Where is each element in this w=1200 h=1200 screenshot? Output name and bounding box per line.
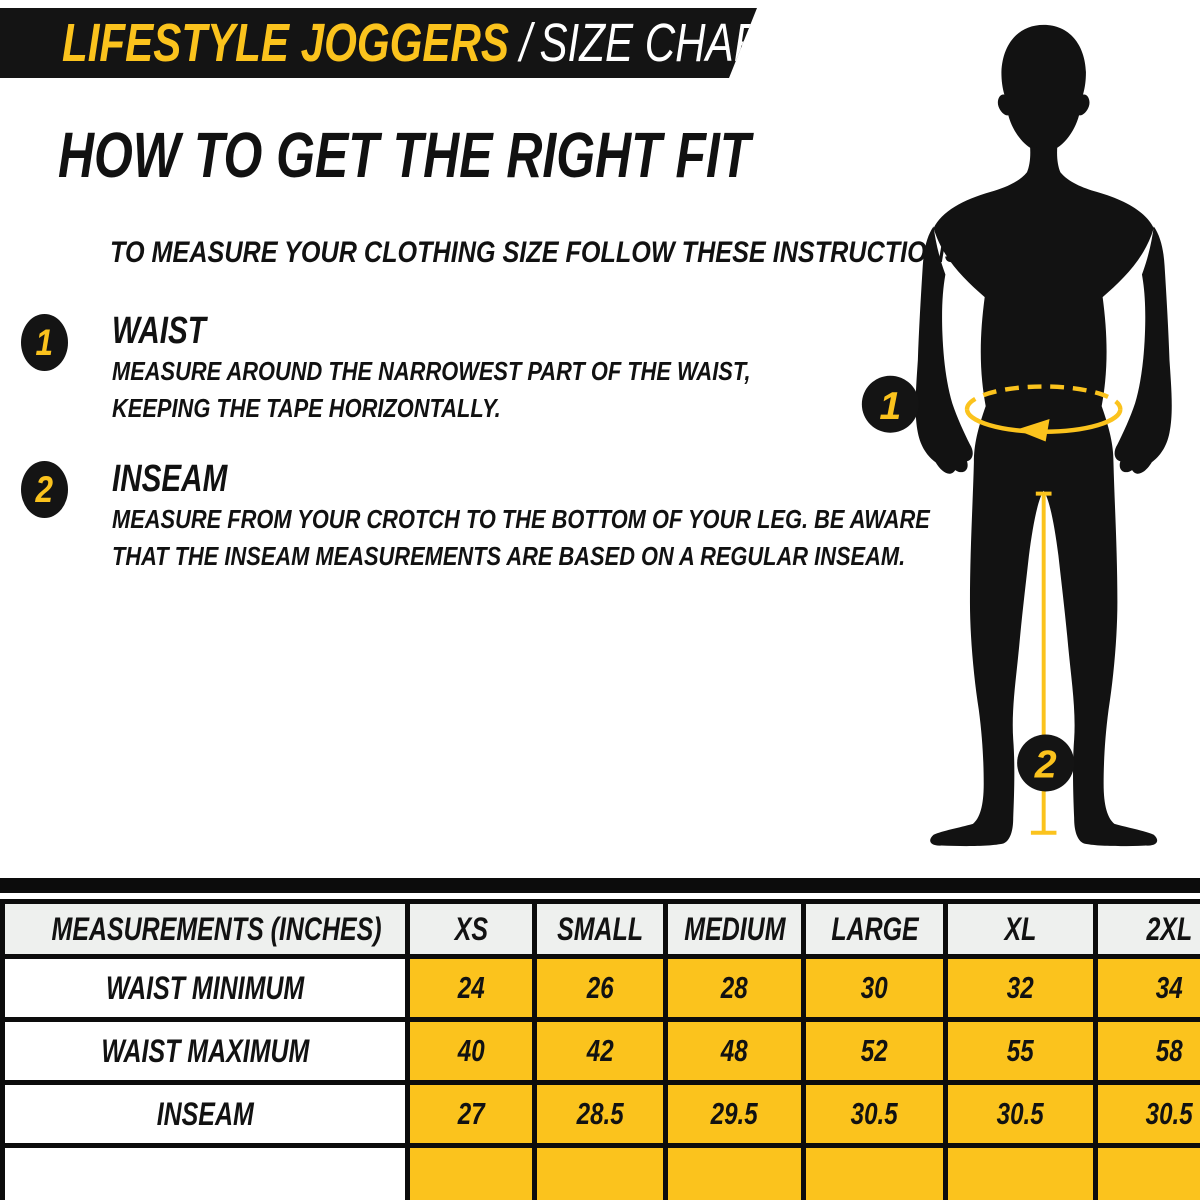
- figure-waist-badge-number: 1: [879, 384, 901, 428]
- header-medium: MEDIUM: [663, 899, 806, 959]
- banner-separator: /: [519, 13, 532, 73]
- value-cell: 28.5: [532, 1080, 668, 1148]
- waist-tape-dashed-arc: [964, 384, 1123, 410]
- value-cell: 55: [943, 1017, 1098, 1085]
- value-cell: 58: [1093, 1017, 1200, 1085]
- step-2-line-1: MEASURE FROM YOUR CROTCH TO THE BOTTOM O…: [112, 504, 930, 534]
- silhouette-head: [997, 24, 1090, 152]
- step-1-title: WAIST: [112, 310, 206, 352]
- size-table: MEASUREMENTS (INCHES) XS SMALL MEDIUM LA…: [0, 899, 1200, 1200]
- value-cell: 29.5: [663, 1080, 806, 1148]
- waist-tape-arrowhead-icon: [1016, 418, 1050, 442]
- value-cell: 30.5: [801, 1080, 948, 1148]
- row-label: INSEAM: [0, 1080, 410, 1148]
- figure-waist-badge: 1: [861, 375, 919, 433]
- section-heading: HOW TO GET THE RIGHT FIT: [58, 119, 751, 191]
- step-2-number: 2: [35, 468, 54, 510]
- size-table-wrapper: MEASUREMENTS (INCHES) XS SMALL MEDIUM LA…: [0, 899, 1200, 1200]
- row-label: [0, 1143, 410, 1200]
- table-row-waist-maximum: WAIST MAXIMUM 40 42 48 52 55 58: [0, 1017, 1200, 1085]
- page-title: SIZE CHART: [539, 13, 790, 73]
- title-banner: LIFESTYLE JOGGERS / SIZE CHART: [0, 8, 757, 78]
- value-cell: [532, 1143, 668, 1200]
- value-cell: 27: [405, 1080, 537, 1148]
- table-row-inseam: INSEAM 27 28.5 29.5 30.5 30.5 30.5: [0, 1080, 1200, 1148]
- figure-inseam-badge: 2: [1017, 734, 1075, 792]
- value-cell: 30.5: [943, 1080, 1098, 1148]
- row-label: WAIST MAXIMUM: [0, 1017, 410, 1085]
- value-cell: 32: [943, 954, 1098, 1022]
- product-name: LIFESTYLE JOGGERS: [62, 13, 510, 73]
- section-subheading: TO MEASURE YOUR CLOTHING SIZE FOLLOW THE…: [110, 236, 971, 269]
- table-top-band: [0, 878, 1200, 893]
- value-cell: [1093, 1143, 1200, 1200]
- value-cell: 26: [532, 954, 668, 1022]
- value-cell: 30: [801, 954, 948, 1022]
- value-cell: 40: [405, 1017, 537, 1085]
- banner-text: LIFESTYLE JOGGERS / SIZE CHART: [62, 12, 790, 74]
- header-large: LARGE: [801, 899, 948, 959]
- value-cell: [663, 1143, 806, 1200]
- value-cell: [801, 1143, 948, 1200]
- body-silhouette-figure: 1 2: [861, 24, 1172, 847]
- value-cell: [405, 1143, 537, 1200]
- row-label: WAIST MINIMUM: [0, 954, 410, 1022]
- step-1-line-1: MEASURE AROUND THE NARROWEST PART OF THE…: [112, 356, 751, 386]
- step-1-number: 1: [35, 321, 54, 363]
- table-row-waist-minimum: WAIST MINIMUM 24 26 28 30 32 34: [0, 954, 1200, 1022]
- step-2-badge: 2: [21, 461, 68, 518]
- value-cell: 48: [663, 1017, 806, 1085]
- table-header-row: MEASUREMENTS (INCHES) XS SMALL MEDIUM LA…: [0, 899, 1200, 959]
- value-cell: 28: [663, 954, 806, 1022]
- value-cell: [943, 1143, 1098, 1200]
- value-cell: 30.5: [1093, 1080, 1200, 1148]
- header-xs: XS: [405, 899, 537, 959]
- step-1-badge: 1: [21, 314, 68, 371]
- header-2xl: 2XL: [1093, 899, 1200, 959]
- header-measurements: MEASUREMENTS (INCHES): [0, 899, 410, 959]
- header-xl: XL: [943, 899, 1098, 959]
- silhouette-body: [930, 144, 1158, 847]
- step-2-title: INSEAM: [112, 458, 228, 500]
- value-cell: 34: [1093, 954, 1200, 1022]
- silhouette-right-arm: [1114, 226, 1172, 474]
- step-1-line-2: KEEPING THE TAPE HORIZONTALLY.: [112, 393, 501, 423]
- silhouette-left-arm: [915, 226, 973, 474]
- figure-inseam-badge-number: 2: [1034, 743, 1057, 787]
- step-2-line-2: THAT THE INSEAM MEASUREMENTS ARE BASED O…: [112, 541, 906, 571]
- table-row-cropped: [0, 1143, 1200, 1200]
- value-cell: 52: [801, 1017, 948, 1085]
- value-cell: 24: [405, 954, 537, 1022]
- header-small: SMALL: [532, 899, 668, 959]
- value-cell: 42: [532, 1017, 668, 1085]
